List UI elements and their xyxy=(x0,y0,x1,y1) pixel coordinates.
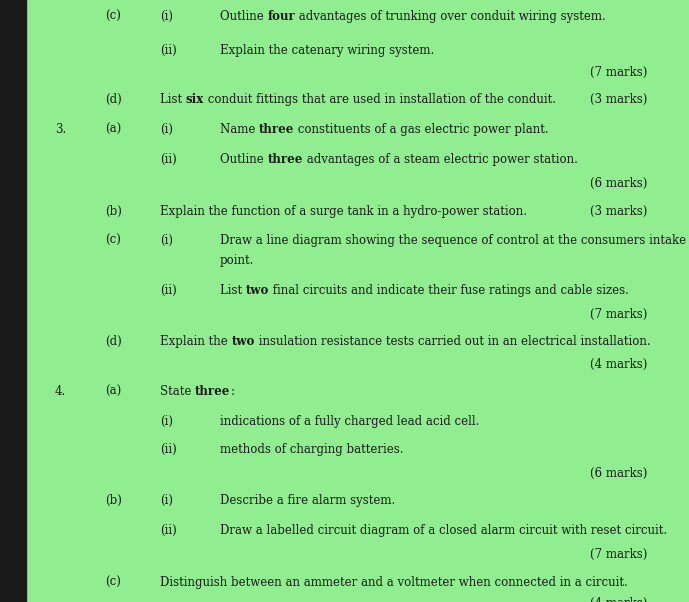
Text: (d): (d) xyxy=(105,335,122,348)
Text: (d): (d) xyxy=(105,93,122,106)
Text: Explain the: Explain the xyxy=(160,335,232,348)
Text: Draw a labelled circuit diagram of a closed alarm circuit with reset circuit.: Draw a labelled circuit diagram of a clo… xyxy=(220,524,667,537)
Text: three: three xyxy=(259,123,294,136)
Text: (ii): (ii) xyxy=(160,284,177,297)
Text: Draw a line diagram showing the sequence of control at the consumers intake: Draw a line diagram showing the sequence… xyxy=(220,234,686,247)
Text: (c): (c) xyxy=(105,576,121,589)
Text: constituents of a gas electric power plant.: constituents of a gas electric power pla… xyxy=(294,123,549,136)
Text: Distinguish between an ammeter and a voltmeter when connected in a circuit.: Distinguish between an ammeter and a vol… xyxy=(160,576,628,589)
Text: six: six xyxy=(186,93,204,106)
Text: (i): (i) xyxy=(160,10,173,23)
Text: List: List xyxy=(220,284,246,297)
Text: two: two xyxy=(246,284,269,297)
Text: (b): (b) xyxy=(105,494,122,507)
Text: (ii): (ii) xyxy=(160,443,177,456)
Text: 4.: 4. xyxy=(55,385,66,398)
Text: final circuits and indicate their fuse ratings and cable sizes.: final circuits and indicate their fuse r… xyxy=(269,284,629,297)
Text: indications of a fully charged lead acid cell.: indications of a fully charged lead acid… xyxy=(220,415,480,428)
Text: (b): (b) xyxy=(105,205,122,218)
Text: (ii): (ii) xyxy=(160,153,177,166)
Text: (i): (i) xyxy=(160,415,173,428)
Text: (a): (a) xyxy=(105,385,121,398)
Text: (7 marks): (7 marks) xyxy=(590,66,648,79)
Text: Explain the catenary wiring system.: Explain the catenary wiring system. xyxy=(220,44,434,57)
Text: (3 marks): (3 marks) xyxy=(590,205,648,218)
Text: (i): (i) xyxy=(160,123,173,136)
Bar xyxy=(0,0,26,602)
Text: methods of charging batteries.: methods of charging batteries. xyxy=(220,443,404,456)
Text: Outline: Outline xyxy=(220,10,267,23)
Text: Describe a fire alarm system.: Describe a fire alarm system. xyxy=(220,494,395,507)
Text: two: two xyxy=(232,335,255,348)
Text: insulation resistance tests carried out in an electrical installation.: insulation resistance tests carried out … xyxy=(255,335,650,348)
Text: point.: point. xyxy=(220,254,254,267)
Text: (c): (c) xyxy=(105,234,121,247)
Text: (4 marks): (4 marks) xyxy=(590,358,648,371)
Text: (6 marks): (6 marks) xyxy=(590,467,648,480)
Text: (4 marks): (4 marks) xyxy=(590,597,648,602)
Text: Explain the function of a surge tank in a hydro-power station.: Explain the function of a surge tank in … xyxy=(160,205,527,218)
Text: four: four xyxy=(267,10,296,23)
Text: (a): (a) xyxy=(105,123,121,136)
Text: 3.: 3. xyxy=(55,123,66,136)
Text: conduit fittings that are used in installation of the conduit.: conduit fittings that are used in instal… xyxy=(204,93,556,106)
Text: (7 marks): (7 marks) xyxy=(590,308,648,321)
Text: (c): (c) xyxy=(105,10,121,23)
Text: (i): (i) xyxy=(160,494,173,507)
Text: (7 marks): (7 marks) xyxy=(590,548,648,561)
Text: (3 marks): (3 marks) xyxy=(590,93,648,106)
Text: Outline: Outline xyxy=(220,153,267,166)
Text: (ii): (ii) xyxy=(160,524,177,537)
Text: three: three xyxy=(195,385,231,398)
Text: (ii): (ii) xyxy=(160,44,177,57)
Text: Name: Name xyxy=(220,123,259,136)
Text: advantages of a steam electric power station.: advantages of a steam electric power sta… xyxy=(303,153,578,166)
Text: three: three xyxy=(267,153,303,166)
Text: (6 marks): (6 marks) xyxy=(590,177,648,190)
Text: advantages of trunking over conduit wiring system.: advantages of trunking over conduit wiri… xyxy=(296,10,606,23)
Text: :: : xyxy=(231,385,234,398)
Text: State: State xyxy=(160,385,195,398)
Text: (i): (i) xyxy=(160,234,173,247)
Text: List: List xyxy=(160,93,186,106)
